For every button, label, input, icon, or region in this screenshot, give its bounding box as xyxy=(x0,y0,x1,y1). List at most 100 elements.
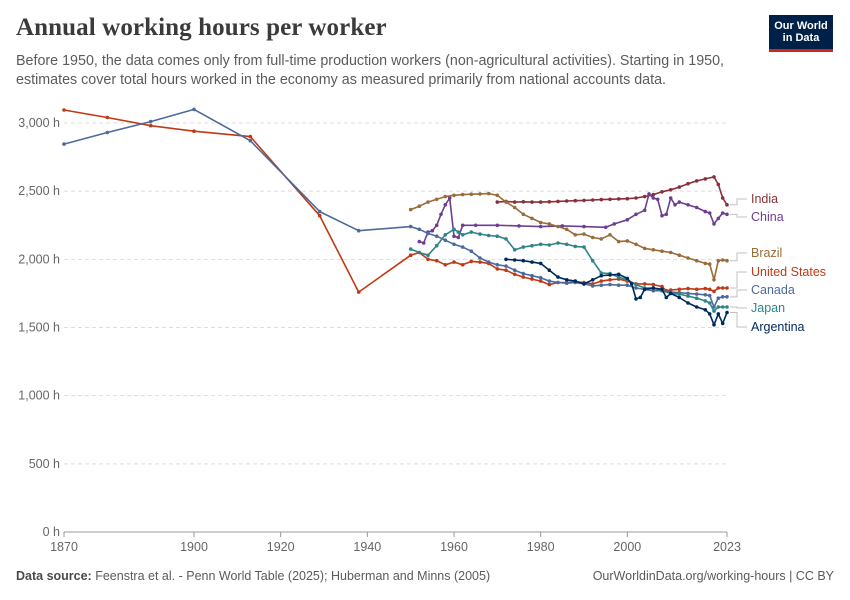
data-point xyxy=(504,200,508,204)
data-point xyxy=(599,197,604,202)
data-point xyxy=(447,196,452,200)
data-point xyxy=(608,282,612,287)
data-point xyxy=(547,268,552,273)
data-point xyxy=(434,197,439,202)
series-label-india: India xyxy=(751,192,778,206)
data-point xyxy=(590,284,595,288)
series-group xyxy=(62,107,729,327)
y-tick-label: 1,000 h xyxy=(18,389,60,403)
data-point xyxy=(720,295,725,299)
data-point xyxy=(642,287,647,292)
data-point xyxy=(521,200,526,204)
data-point xyxy=(564,278,569,282)
data-point xyxy=(660,249,664,253)
series-line-brazil xyxy=(410,192,728,281)
series-labels: India China Brazil United States Canada Japan… xyxy=(730,192,826,334)
data-point xyxy=(720,196,725,200)
series-label-brazil: Brazil xyxy=(751,246,782,260)
data-point xyxy=(495,263,500,267)
data-point xyxy=(512,248,517,252)
data-point xyxy=(504,264,508,268)
data-point xyxy=(547,222,552,226)
data-point xyxy=(707,293,712,298)
data-point xyxy=(530,243,534,248)
data-point xyxy=(356,290,361,294)
data-point xyxy=(356,228,361,233)
data-point xyxy=(616,272,621,277)
data-point xyxy=(512,258,517,262)
data-point xyxy=(452,242,456,247)
data-point xyxy=(408,247,413,251)
data-point xyxy=(673,203,677,207)
data-point xyxy=(707,287,712,292)
y-tick-label: 0 h xyxy=(43,525,60,539)
data-point xyxy=(248,134,253,139)
series-line-united-states xyxy=(63,109,727,293)
data-point xyxy=(452,227,456,232)
data-point xyxy=(421,241,426,245)
chart-subtitle: Before 1950, the data comes only from fu… xyxy=(16,53,725,88)
data-point xyxy=(469,259,474,264)
x-tick-label: 1940 xyxy=(353,540,381,554)
data-point xyxy=(460,223,465,228)
data-point xyxy=(651,248,656,252)
data-point xyxy=(599,279,604,283)
data-point xyxy=(642,208,647,213)
data-point xyxy=(642,194,647,199)
data-point xyxy=(564,199,569,203)
data-point xyxy=(573,244,578,249)
data-source: Data source: Feenstra et al. - Penn Worl… xyxy=(16,569,490,583)
owid-logo[interactable]: Our World in Data xyxy=(769,15,833,52)
data-point xyxy=(677,292,682,296)
data-point xyxy=(647,192,651,196)
data-point xyxy=(417,204,422,208)
data-point xyxy=(512,200,517,204)
data-point xyxy=(668,196,673,200)
data-point xyxy=(686,286,690,291)
x-tick-label: 1980 xyxy=(527,540,555,554)
data-point xyxy=(634,282,638,287)
data-point xyxy=(521,275,526,279)
data-point xyxy=(556,280,560,285)
source-url[interactable]: OurWorldinData.org/working-hours | CC BY xyxy=(592,569,834,583)
x-tick-label: 1870 xyxy=(50,540,78,554)
series-label-argentina: Argentina xyxy=(751,320,805,334)
gridlines xyxy=(64,122,727,533)
data-point xyxy=(521,245,526,249)
logo-line-2: in Data xyxy=(782,32,820,44)
data-point xyxy=(148,123,153,128)
data-point xyxy=(538,200,543,204)
data-point xyxy=(707,211,712,215)
x-tick-label: 2023 xyxy=(713,540,741,554)
data-point xyxy=(564,242,569,247)
label-connector-argentina xyxy=(730,312,747,328)
label-connector-united-states xyxy=(730,271,747,289)
data-point xyxy=(547,200,552,204)
data-point xyxy=(192,107,196,112)
data-point xyxy=(456,235,461,240)
data-point xyxy=(677,253,682,257)
data-point xyxy=(686,181,690,186)
data-point xyxy=(677,200,682,204)
data-point xyxy=(430,228,435,233)
series-argentina xyxy=(504,257,729,327)
data-point xyxy=(694,305,699,309)
x-tick-label: 2000 xyxy=(613,540,641,554)
data-point xyxy=(439,212,443,217)
data-point xyxy=(616,197,621,201)
data-point xyxy=(547,243,552,247)
data-point xyxy=(608,233,612,237)
data-point xyxy=(547,279,552,283)
data-point xyxy=(716,258,721,263)
data-point xyxy=(720,321,725,326)
data-point xyxy=(599,283,604,288)
data-point xyxy=(408,207,413,212)
y-tick-label: 500 h xyxy=(29,457,60,471)
series-brazil xyxy=(408,191,729,282)
data-point xyxy=(582,232,586,236)
y-tick-label: 1,500 h xyxy=(18,321,60,335)
data-point xyxy=(530,216,534,221)
data-point xyxy=(460,233,465,237)
data-point xyxy=(538,220,543,225)
